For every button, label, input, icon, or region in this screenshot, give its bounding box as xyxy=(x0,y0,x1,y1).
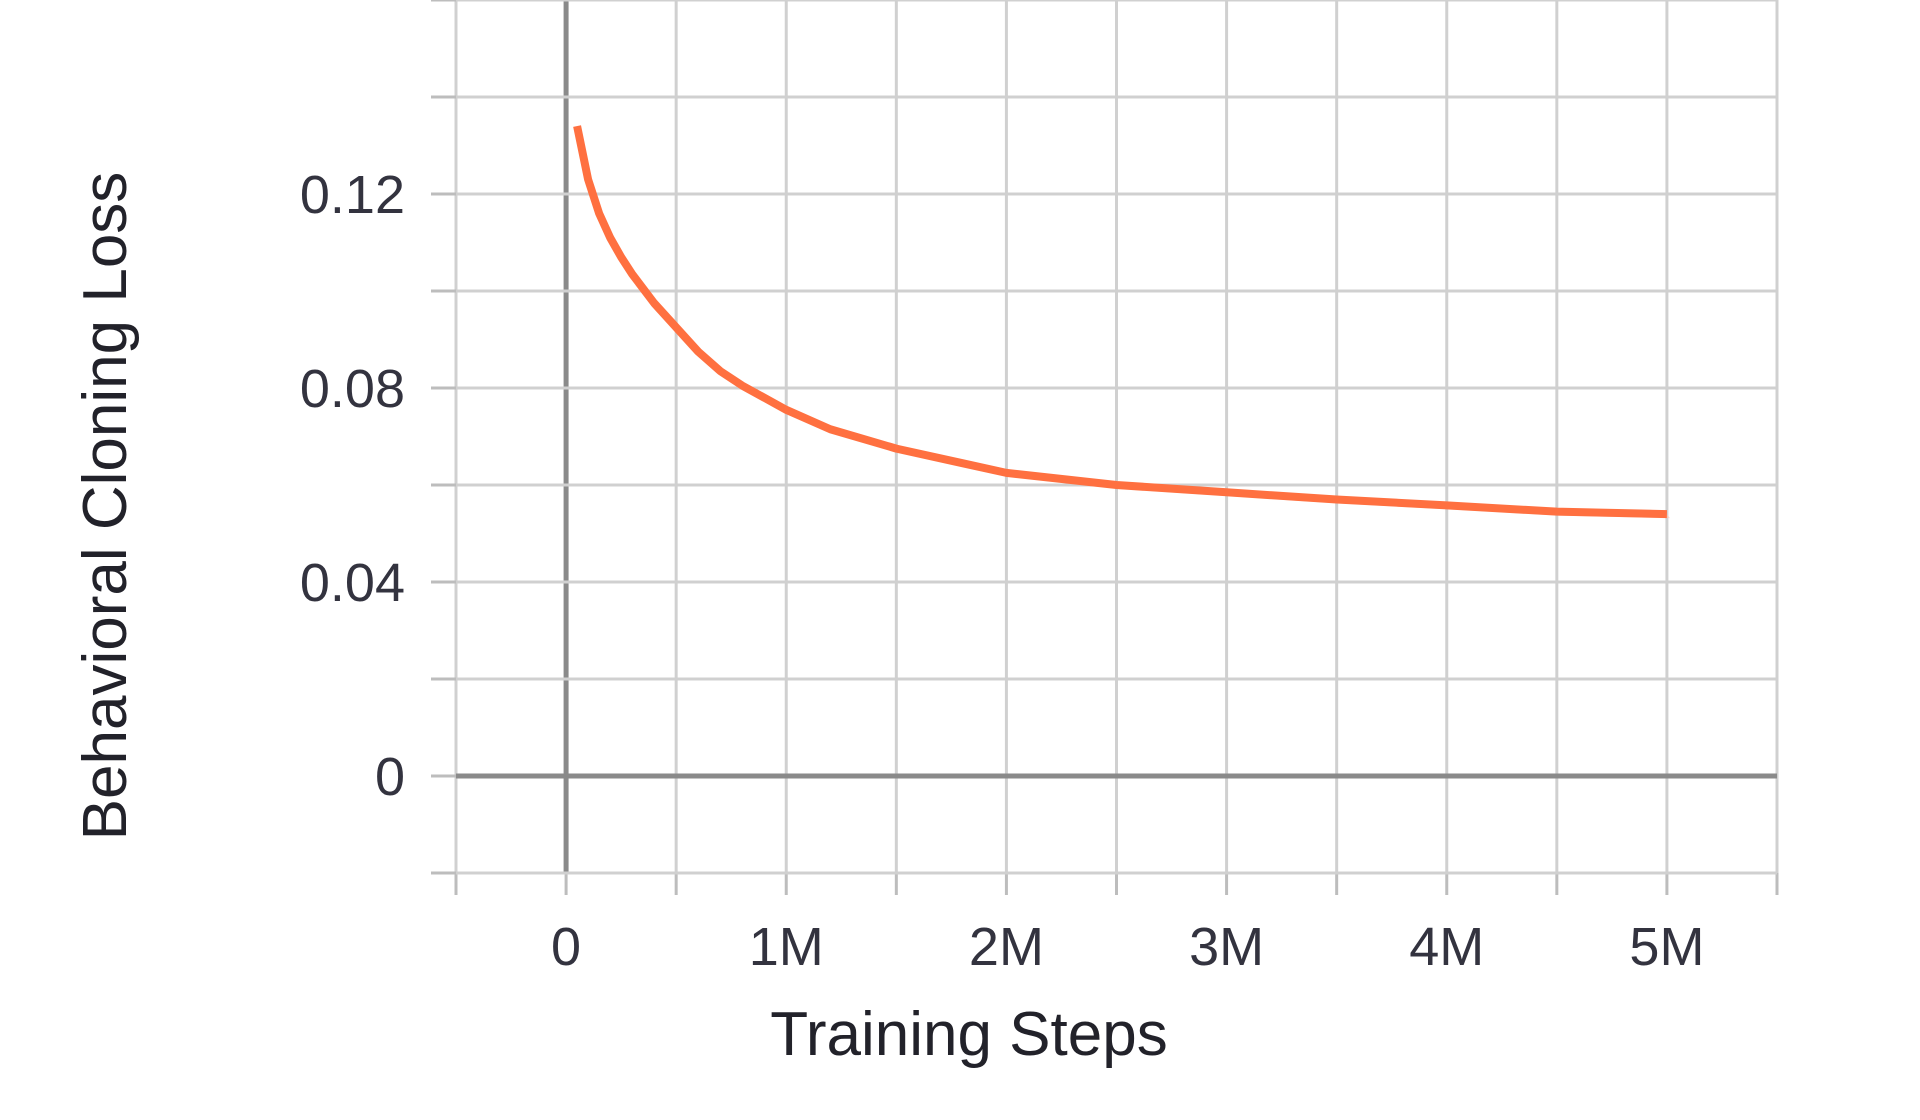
confidence-band xyxy=(577,126,1670,519)
x-tick-label: 0 xyxy=(551,917,581,977)
x-tick-label: 4M xyxy=(1409,917,1484,977)
y-tick-label: 0.08 xyxy=(300,359,405,419)
grid xyxy=(431,0,1779,895)
y-tick-label: 0.04 xyxy=(300,553,405,613)
series-band xyxy=(577,126,1670,519)
series-line-group xyxy=(573,125,1668,519)
x-tick-label: 2M xyxy=(969,917,1044,977)
tick-labels: 0 1M 2M 3M 4M 5M 0 0.04 0.08 0.12 xyxy=(300,165,1705,977)
series-line xyxy=(573,125,1668,519)
y-tick-label: 0 xyxy=(375,747,405,807)
y-tick-label: 0.12 xyxy=(300,165,405,225)
x-axis-title: Training Steps xyxy=(770,1000,1167,1069)
x-tick-label: 5M xyxy=(1629,917,1704,977)
x-tick-label: 1M xyxy=(749,917,824,977)
y-axis-title: Behavioral Cloning Loss xyxy=(71,172,140,841)
x-tick-label: 3M xyxy=(1189,917,1264,977)
